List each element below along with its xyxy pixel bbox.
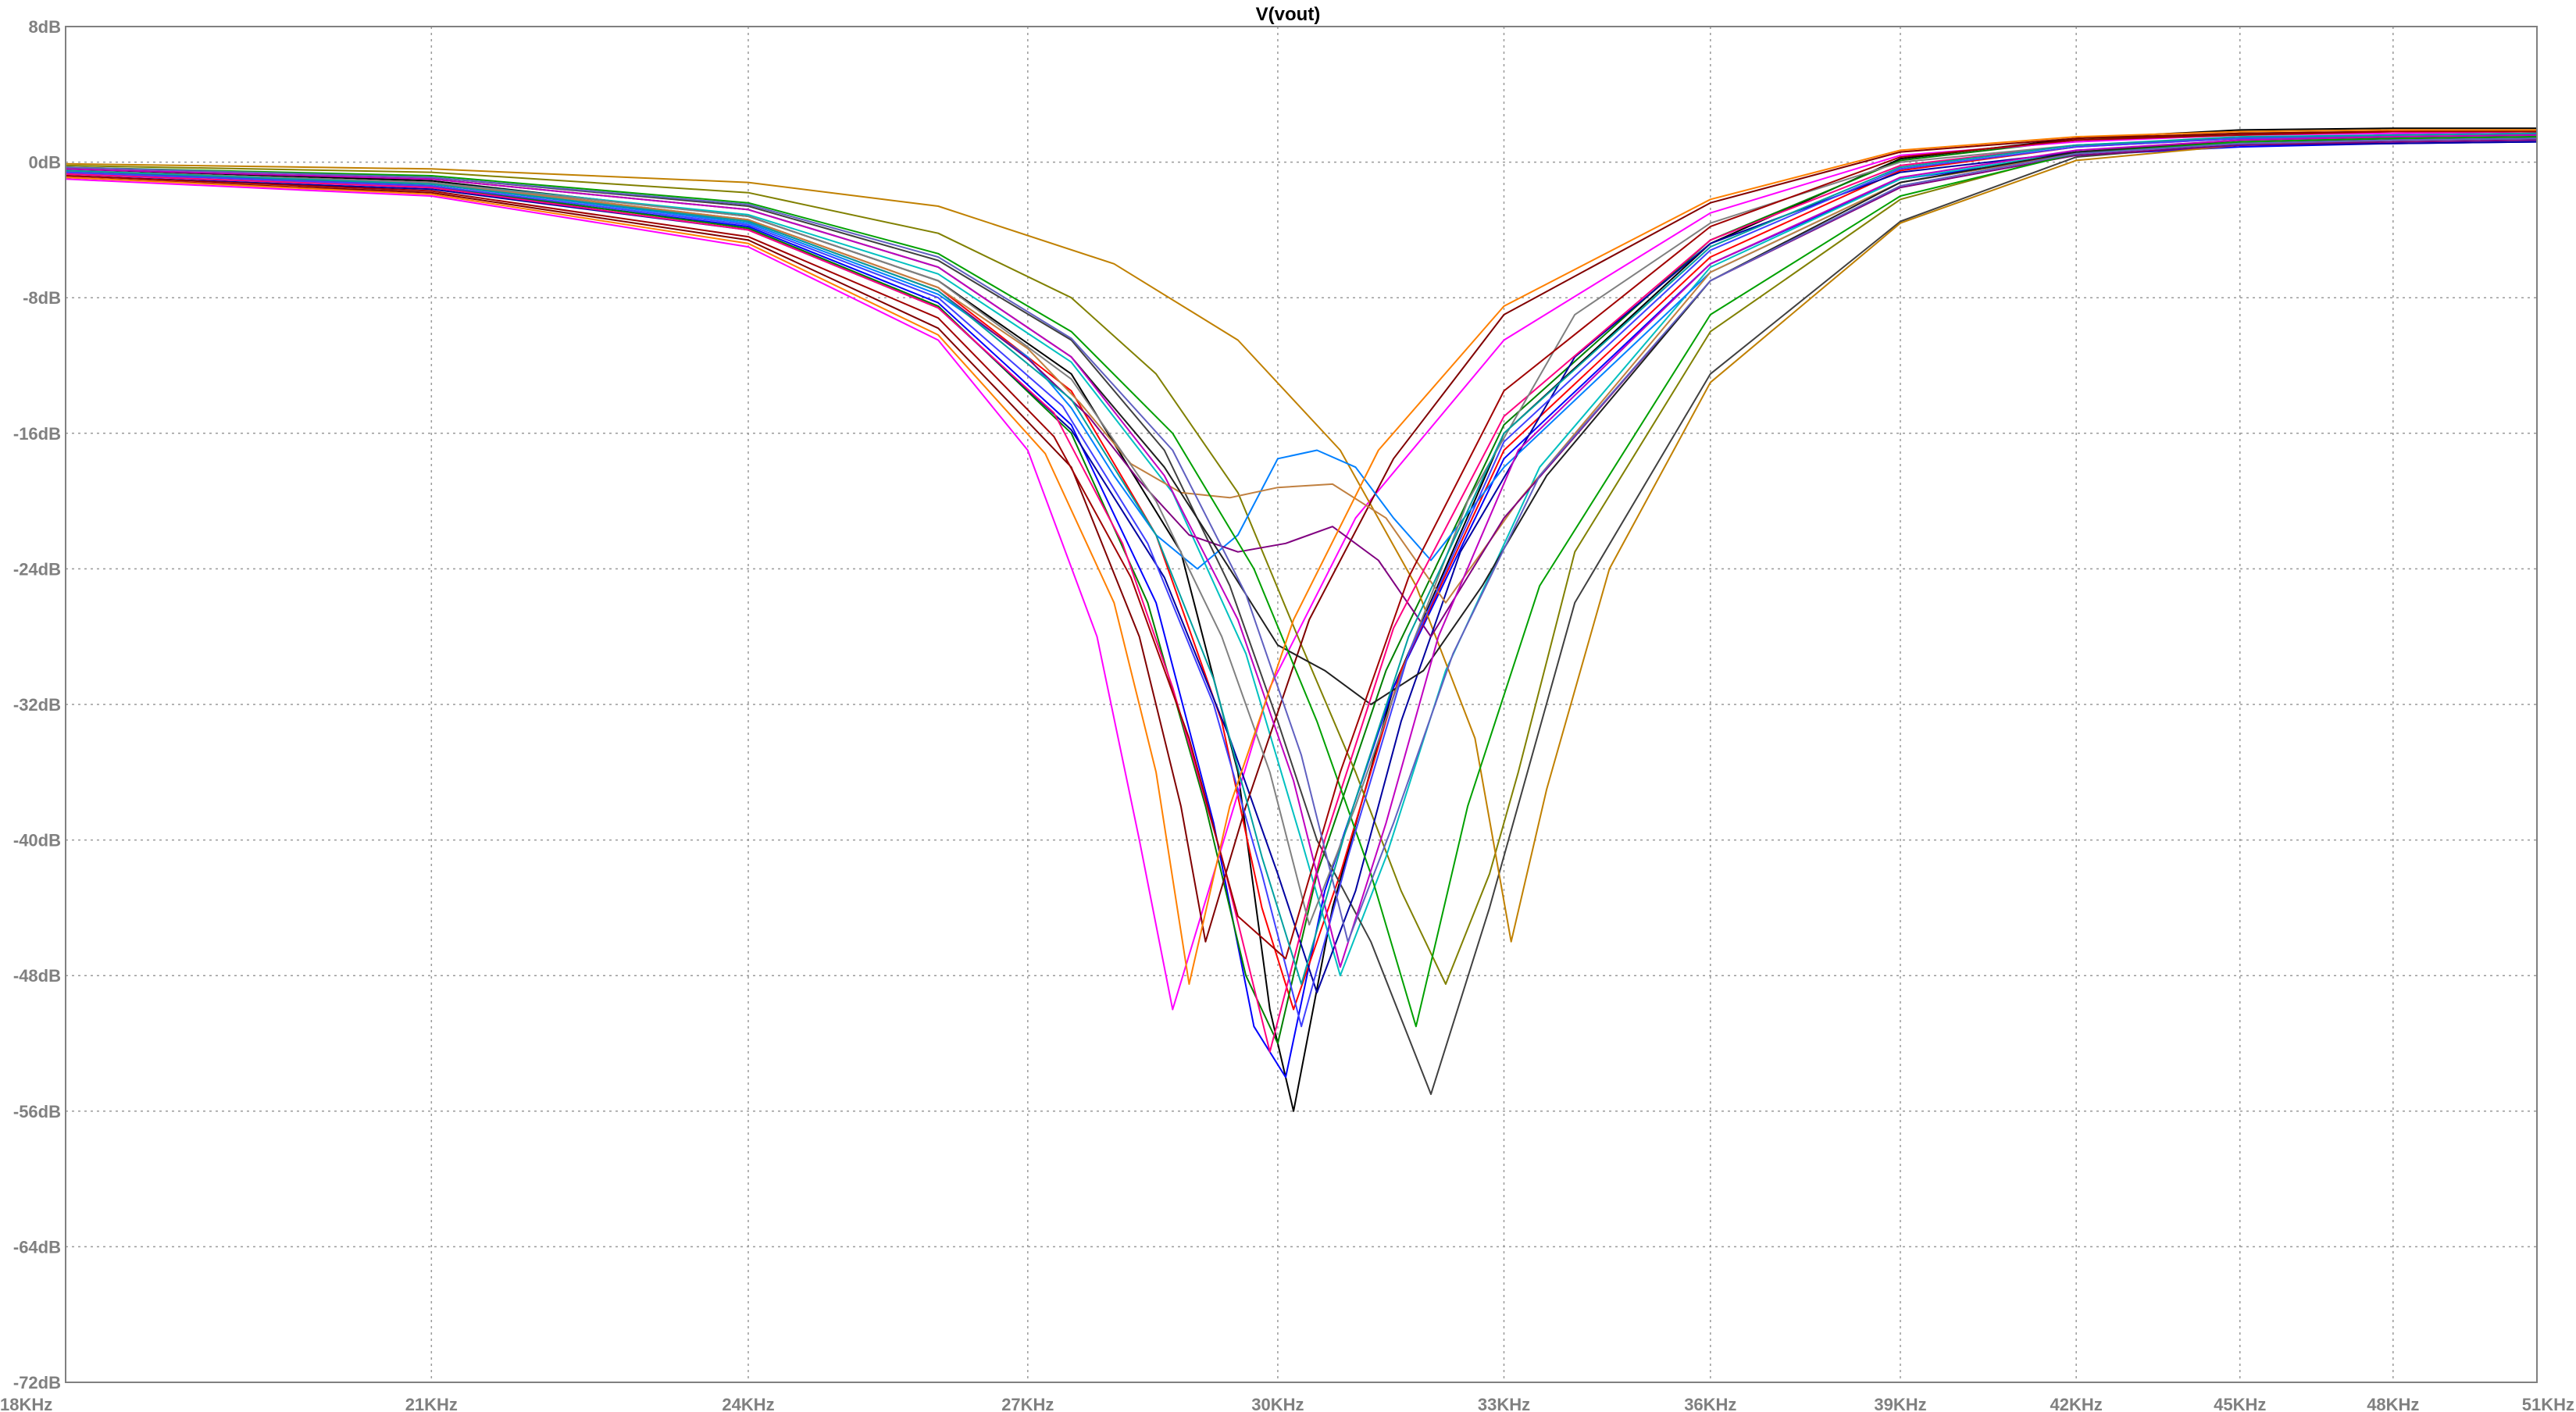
y-tick-label: -72dB	[13, 1373, 61, 1392]
trace-1	[65, 127, 2537, 1112]
x-tick-label: 33KHz	[1478, 1395, 1530, 1412]
y-tick-label: -56dB	[13, 1102, 61, 1121]
trace-8	[65, 136, 2538, 1096]
y-tick-label: -48dB	[13, 966, 61, 986]
y-tick-label: -40dB	[13, 831, 61, 850]
x-tick-label: 24KHz	[722, 1395, 774, 1412]
trace-7	[65, 136, 2538, 977]
trace-19	[65, 132, 2538, 1028]
x-tick-label: 45KHz	[2214, 1395, 2266, 1412]
y-tick-label: -24dB	[13, 559, 61, 579]
trace-layer	[65, 127, 2538, 1112]
y-tick-label: -32dB	[13, 695, 61, 715]
trace-13	[65, 137, 2538, 604]
x-tick-label: 30KHz	[1251, 1395, 1304, 1412]
trace-21	[65, 134, 2538, 968]
y-tick-label: -16dB	[13, 424, 61, 444]
trace-10	[65, 141, 2538, 993]
grid-lines	[66, 27, 2537, 1382]
y-axis-tick-labels: 8dB 0dB -8dB -16dB -24dB -32dB -40dB -48dB -56dB…	[13, 17, 61, 1392]
x-axis-tick-labels: 18KHz 21KHz 24KHz 27KHz 30KHz 33KHz 36KHz 39KHz…	[0, 1395, 2574, 1412]
x-tick-label: 39KHz	[1874, 1395, 1926, 1412]
x-tick-label: 27KHz	[1001, 1395, 1054, 1412]
x-tick-label: 36KHz	[1684, 1395, 1736, 1412]
y-tick-label: -64dB	[13, 1237, 61, 1257]
trace-18	[65, 134, 2538, 926]
trace-16	[65, 132, 2538, 1053]
trace-5	[65, 130, 2538, 1011]
x-tick-label: 51KHz	[2522, 1395, 2574, 1412]
trace-12	[65, 137, 2538, 570]
x-tick-label: 48KHz	[2367, 1395, 2419, 1412]
y-tick-label: -8dB	[23, 288, 61, 308]
y-tick-label: 8dB	[28, 17, 61, 37]
plot-frame	[65, 26, 2538, 1383]
y-tick-label: 0dB	[28, 153, 61, 173]
trace-2	[65, 141, 2538, 1079]
chart-title: V(vout)	[1256, 4, 1321, 25]
trace-15	[65, 136, 2538, 705]
trace-22	[65, 132, 2538, 986]
x-tick-label: 18KHz	[0, 1395, 52, 1412]
trace-9	[65, 137, 2538, 943]
trace-14	[65, 139, 2538, 638]
trace-20	[65, 130, 2537, 960]
trace-3	[65, 132, 2538, 1011]
x-tick-label: 42KHz	[2050, 1395, 2103, 1412]
trace-6	[65, 134, 2538, 986]
x-tick-label: 21KHz	[405, 1395, 458, 1412]
trace-23	[65, 129, 2537, 986]
trace-24	[65, 137, 2538, 943]
trace-11	[65, 130, 2537, 943]
